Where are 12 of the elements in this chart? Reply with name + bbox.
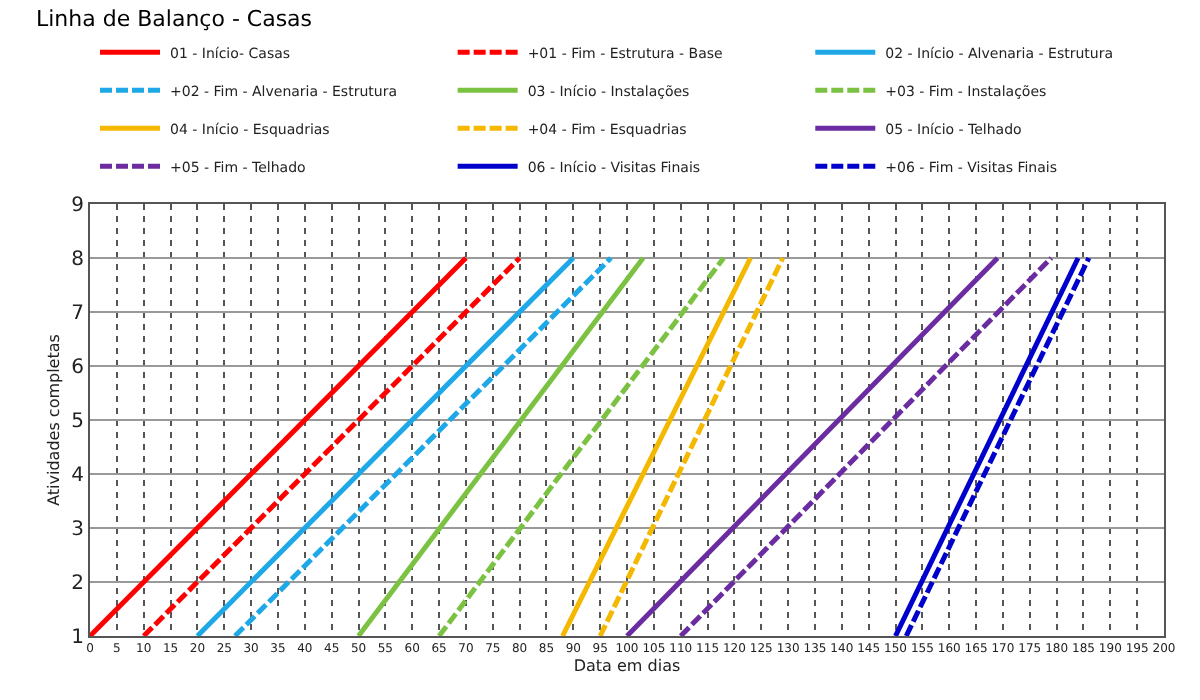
chart-title: Linha de Balanço - Casas xyxy=(36,5,313,32)
y-tick-label: 3 xyxy=(71,519,84,541)
y-tick-label: 1 xyxy=(71,627,84,649)
y-axis-title: Atividades completas xyxy=(44,334,63,506)
x-axis-title: Data em dias xyxy=(573,656,681,675)
y-tick-label: 8 xyxy=(71,249,84,271)
y-tick-label: 5 xyxy=(71,411,84,433)
y-tick-label: 4 xyxy=(71,465,84,487)
y-tick-label: 7 xyxy=(71,303,84,325)
y-tick-label: 6 xyxy=(71,357,84,379)
y-tick-label: 9 xyxy=(71,195,84,217)
y-tick-label: 2 xyxy=(71,573,84,595)
